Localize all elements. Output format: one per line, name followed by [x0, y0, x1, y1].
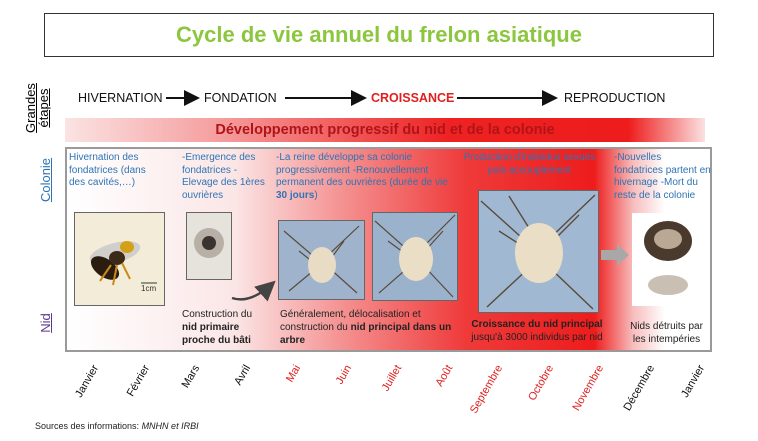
colony-fondation-text: -Emergence des fondatrices -Elevage des …	[182, 152, 265, 201]
stage-reproduction: REPRODUCTION	[564, 91, 666, 105]
colonie-text: Colonie	[38, 157, 53, 203]
source-refs: MNHN et IRBI	[141, 421, 199, 431]
stage-hivernation: HIVERNATION	[78, 91, 163, 105]
destroyed-nest-icon	[644, 221, 692, 295]
month-label: Novembre	[570, 363, 607, 413]
scale-label: 1cm	[141, 284, 157, 293]
colony-croissance-text: -La reine développe sa colonie progressi…	[276, 152, 451, 202]
colony-hivernation-text: Hivernation des fondatrices (dans des ca…	[69, 152, 146, 188]
hornet-icon	[89, 241, 157, 286]
tree-nest-photo-2	[372, 212, 458, 301]
month-label: Mai	[283, 363, 304, 385]
tree-nest-icon-3	[480, 194, 596, 310]
tree-nest-photo-1	[278, 220, 365, 300]
relocation-arrow	[231, 280, 276, 302]
stage-arrows	[166, 90, 558, 106]
nest-principal-text-a: Généralement, délocalisation et construc…	[280, 309, 421, 333]
source-prefix: Sources des informations:	[35, 421, 142, 431]
month-label: Juin	[333, 363, 354, 387]
nest-growth-text: Croissance du nid principal jusqu'à 3000…	[462, 318, 612, 344]
development-banner: Développement progressif du nid et de la…	[65, 118, 705, 142]
nest-destroyed-text: Nids détruits par les intempéries	[630, 321, 703, 345]
stage-fondation: FONDATION	[204, 91, 277, 105]
colony-croissance-text-c: )	[314, 189, 318, 201]
colony-hivernage-text: -Nouvelles fondatrices partent en hivern…	[614, 152, 711, 201]
month-label: Octobre	[525, 363, 556, 403]
nid-text: Nid	[38, 313, 53, 333]
tree-nest-icon-1	[283, 225, 360, 294]
nest-primary-text: Construction du nid primaire proche du b…	[182, 308, 264, 347]
nest-growth-text-bold: Croissance du nid principal	[471, 319, 603, 330]
title-box: Cycle de vie annuel du frelon asiatique	[44, 13, 714, 57]
nest-primary-text-a: Construction du	[182, 309, 253, 320]
nest-principal-text-bold: nid principal dans un arbre	[280, 322, 452, 346]
month-label: Janvier	[679, 363, 708, 400]
nest-growth-text-b: jusqu'à 3000 individus par nid	[471, 332, 603, 343]
tree-nest-photo-3	[478, 190, 599, 313]
colony-reproduction-text: Production d'individus sexués puis accou…	[463, 152, 596, 176]
primary-nest-icon	[194, 228, 224, 258]
month-label: Décembre	[620, 363, 657, 413]
tree-nest-icon-2	[374, 214, 456, 298]
label-colonie: Colonie	[38, 155, 54, 205]
nest-principal-text: Généralement, délocalisation et construc…	[280, 308, 458, 347]
month-label: Juillet	[379, 363, 405, 394]
stage-croissance: CROISSANCE	[371, 91, 455, 105]
month-label: Avril	[231, 363, 253, 388]
month-label: Septembre	[467, 363, 506, 416]
colony-croissance-text-bold: 30 jours	[276, 189, 315, 201]
diagram-title: Cycle de vie annuel du frelon asiatique	[176, 22, 582, 47]
label-nid: Nid	[38, 308, 54, 338]
hornet-photo: 1cm	[74, 212, 165, 306]
primary-nest-photo	[186, 212, 232, 280]
destruction-arrow	[601, 244, 629, 266]
nest-primary-text-bold: nid primaire proche du bâti	[182, 322, 251, 346]
month-label: Août	[432, 363, 455, 389]
development-banner-text: Développement progressif du nid et de la…	[215, 122, 555, 138]
colony-croissance-text-a: -La reine développe sa colonie progressi…	[276, 152, 448, 188]
source-note: Sources des informations: MNHN et IRBI	[35, 421, 199, 431]
destroyed-nest-photo	[632, 213, 704, 306]
